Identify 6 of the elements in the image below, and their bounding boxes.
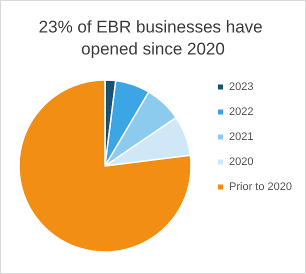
legend-label: 2020 — [229, 156, 254, 168]
chart-title: 23% of EBR businesses have opened since 2020 — [38, 18, 268, 58]
legend-label: 2023 — [229, 81, 254, 93]
legend-label: Prior to 2020 — [229, 181, 292, 193]
legend-label: 2022 — [229, 106, 254, 118]
legend-label: 2021 — [229, 131, 254, 143]
